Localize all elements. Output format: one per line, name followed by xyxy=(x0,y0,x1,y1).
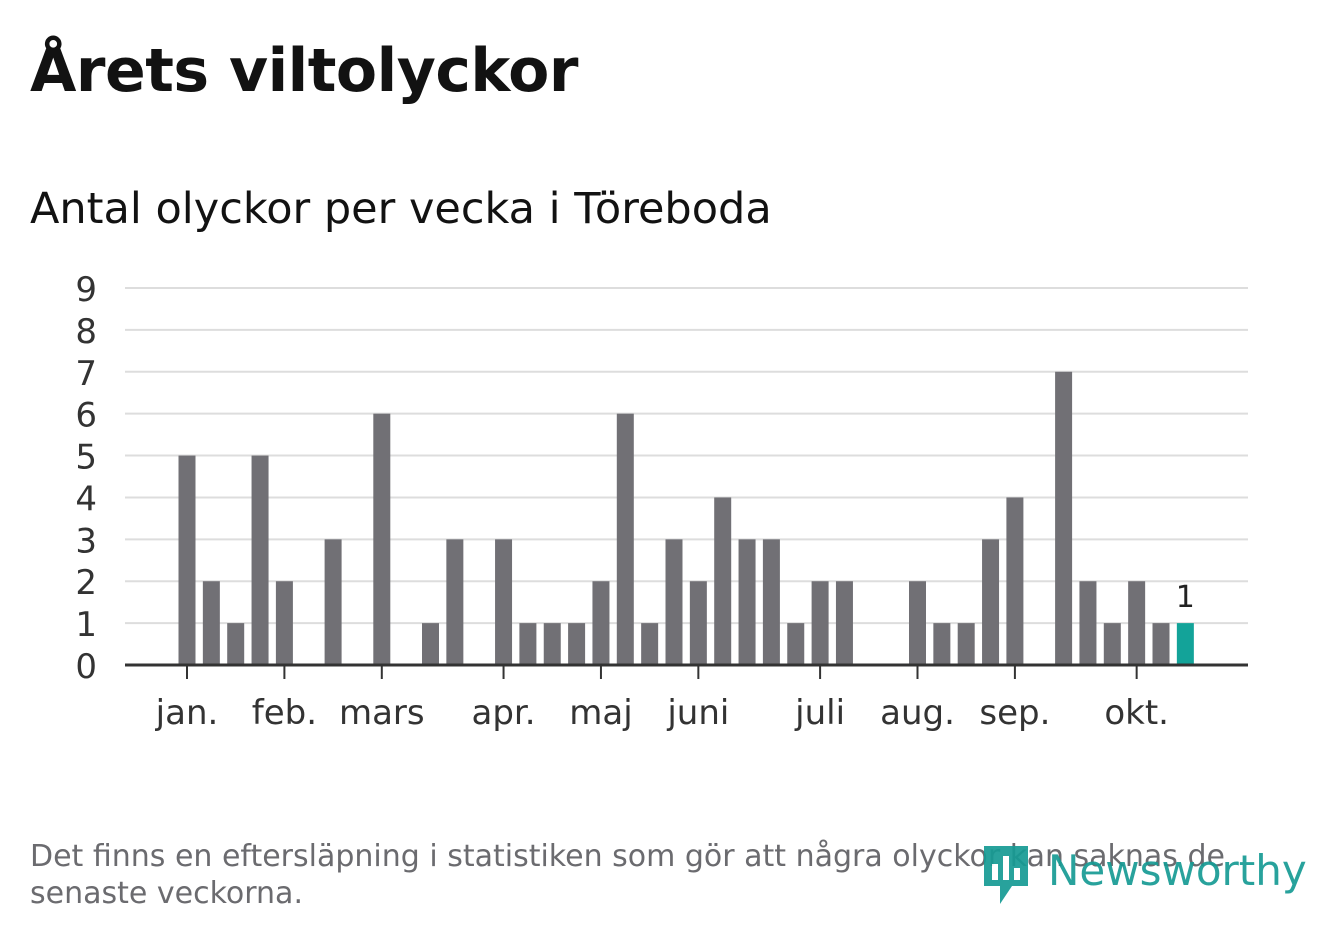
data-labels: 1 xyxy=(1176,580,1195,615)
y-tick-label: 1 xyxy=(75,605,97,645)
x-tick-label: maj xyxy=(569,693,632,733)
x-tick-label: sep. xyxy=(979,693,1050,733)
bar xyxy=(689,581,707,665)
x-tick-label: apr. xyxy=(472,693,536,733)
bar xyxy=(1103,623,1121,665)
chart-title: Årets viltolyckor xyxy=(30,36,579,106)
bar xyxy=(251,455,269,665)
y-tick-label: 3 xyxy=(75,521,97,561)
bar xyxy=(178,455,196,665)
y-tick-label: 7 xyxy=(75,354,97,394)
newsworthy-logo-icon xyxy=(984,846,1028,904)
bar xyxy=(227,623,245,665)
y-tick-label: 4 xyxy=(75,479,97,519)
bar xyxy=(957,623,975,665)
bar xyxy=(982,539,1000,665)
bar xyxy=(738,539,756,665)
bar xyxy=(835,581,853,665)
bars xyxy=(178,371,1194,665)
bar xyxy=(373,413,391,665)
bar xyxy=(811,581,829,665)
bar xyxy=(519,623,537,665)
bar xyxy=(1006,497,1024,665)
bar xyxy=(422,623,439,665)
newsworthy-logo-text: Newsworthy xyxy=(1048,846,1307,895)
bar xyxy=(1152,623,1170,665)
bar xyxy=(616,413,634,665)
bar xyxy=(1128,581,1146,665)
y-tick-label: 6 xyxy=(75,396,97,436)
bar xyxy=(933,623,951,665)
bar xyxy=(787,623,805,665)
y-tick-label: 2 xyxy=(75,563,97,603)
bar xyxy=(762,539,780,665)
x-tick-label: juli xyxy=(794,693,845,733)
bar xyxy=(592,581,610,665)
bar xyxy=(446,539,464,665)
y-tick-label: 9 xyxy=(75,270,97,310)
bar xyxy=(641,623,659,665)
y-tick-label: 5 xyxy=(75,438,97,478)
data-label: 1 xyxy=(1176,580,1195,615)
x-tick-label: mars xyxy=(339,693,425,733)
y-tick-label: 0 xyxy=(75,647,97,687)
x-tick-label: aug. xyxy=(880,693,955,733)
bar xyxy=(324,539,342,665)
bar xyxy=(714,497,732,665)
y-tick-label: 8 xyxy=(75,312,97,352)
bar xyxy=(202,581,220,665)
bar xyxy=(568,623,586,665)
newsworthy-logo: Newsworthy xyxy=(978,842,1307,912)
bar xyxy=(275,581,293,665)
chart-subtitle: Antal olyckor per vecka i Töreboda xyxy=(30,184,772,234)
bar xyxy=(543,623,561,665)
bar-highlight xyxy=(1176,623,1194,665)
bar xyxy=(495,539,513,665)
bar xyxy=(909,581,926,665)
x-tick-label: okt. xyxy=(1104,693,1169,733)
x-tick-label: jan. xyxy=(155,693,219,733)
x-tick-label: juni xyxy=(666,693,729,733)
bar xyxy=(1079,581,1097,665)
bar xyxy=(1055,371,1073,665)
x-tick-label: feb. xyxy=(252,693,317,733)
bar xyxy=(665,539,683,665)
x-axis: jan. feb. mars apr. maj juni juli aug. sep. okt. xyxy=(125,663,1248,733)
gridlines xyxy=(125,287,1248,625)
